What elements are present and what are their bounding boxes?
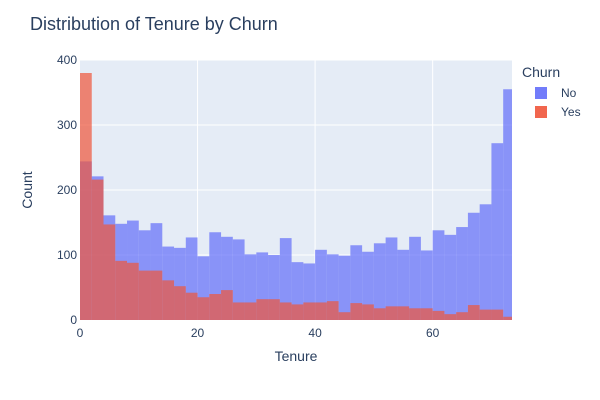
- bar-yes[interactable]: [138, 270, 151, 320]
- bar-yes[interactable]: [503, 316, 512, 320]
- bar-no[interactable]: [232, 239, 245, 320]
- bar-yes[interactable]: [373, 308, 386, 320]
- x-tick-label: 60: [426, 326, 440, 340]
- bar-yes[interactable]: [256, 299, 269, 320]
- legend-item-no[interactable]: No: [535, 86, 577, 100]
- bar-no[interactable]: [444, 234, 457, 320]
- bar-yes[interactable]: [115, 260, 128, 320]
- y-tick-label: 300: [57, 118, 77, 132]
- bar-no[interactable]: [315, 249, 327, 320]
- bar-no[interactable]: [373, 243, 386, 320]
- bar-yes[interactable]: [479, 309, 492, 320]
- bar-no[interactable]: [467, 212, 480, 320]
- bar-no[interactable]: [456, 227, 468, 320]
- bar-yes[interactable]: [127, 262, 139, 320]
- bar-yes[interactable]: [397, 306, 410, 320]
- y-tick-label: 400: [57, 53, 77, 67]
- bar-yes[interactable]: [232, 302, 245, 320]
- y-tick-label: 100: [57, 248, 77, 262]
- bar-no[interactable]: [397, 249, 410, 320]
- y-axis-title: Count: [19, 171, 35, 208]
- chart-title: Distribution of Tenure by Churn: [30, 14, 278, 34]
- bar-yes[interactable]: [103, 224, 116, 320]
- bar-yes[interactable]: [174, 286, 186, 320]
- bar-no[interactable]: [350, 245, 363, 320]
- bar-yes[interactable]: [303, 302, 316, 320]
- bar-yes[interactable]: [162, 280, 175, 320]
- bar-yes[interactable]: [350, 303, 363, 320]
- bar-yes[interactable]: [444, 314, 457, 320]
- bar-no[interactable]: [503, 89, 512, 320]
- bar-no[interactable]: [174, 247, 186, 320]
- bar-no[interactable]: [326, 254, 339, 320]
- bar-yes[interactable]: [291, 304, 304, 320]
- bar-yes[interactable]: [279, 302, 292, 320]
- bar-no[interactable]: [291, 262, 304, 320]
- bar-yes[interactable]: [409, 308, 421, 320]
- y-tick-label: 200: [57, 183, 77, 197]
- legend-item-yes[interactable]: Yes: [535, 105, 581, 119]
- bar-no[interactable]: [409, 236, 421, 320]
- legend[interactable]: Churn No Yes: [522, 64, 581, 119]
- bar-no[interactable]: [209, 232, 222, 320]
- y-tick-label: 0: [70, 313, 77, 327]
- bar-no[interactable]: [197, 256, 210, 320]
- legend-label: No: [561, 86, 577, 100]
- bar-no[interactable]: [185, 237, 198, 320]
- bar-no[interactable]: [221, 236, 233, 320]
- x-tick-label: 40: [308, 326, 322, 340]
- bar-yes[interactable]: [420, 308, 433, 320]
- bar-yes[interactable]: [467, 305, 480, 320]
- bar-yes[interactable]: [385, 306, 398, 320]
- bar-yes[interactable]: [315, 302, 327, 320]
- legend-title: Churn: [522, 64, 560, 80]
- bar-no[interactable]: [279, 238, 292, 320]
- bar-yes[interactable]: [244, 302, 257, 320]
- bar-no[interactable]: [268, 255, 280, 320]
- bar-yes[interactable]: [326, 301, 339, 320]
- bar-yes[interactable]: [150, 270, 163, 320]
- bar-yes[interactable]: [338, 312, 351, 320]
- x-axis-title: Tenure: [275, 348, 318, 364]
- bar-yes[interactable]: [432, 310, 445, 320]
- legend-label: Yes: [561, 105, 581, 119]
- bar-yes[interactable]: [491, 309, 504, 320]
- bar-yes[interactable]: [91, 179, 104, 320]
- bar-no[interactable]: [338, 255, 351, 320]
- bar-no[interactable]: [432, 230, 445, 320]
- bar-yes[interactable]: [209, 294, 222, 320]
- bar-yes[interactable]: [197, 297, 210, 320]
- x-tick-label: 0: [77, 326, 84, 340]
- legend-swatch: [535, 87, 547, 99]
- bar-no[interactable]: [420, 250, 433, 320]
- bar-yes[interactable]: [362, 304, 374, 320]
- bar-no[interactable]: [244, 254, 257, 320]
- bar-yes[interactable]: [456, 312, 468, 320]
- bar-no[interactable]: [303, 263, 316, 320]
- series-yes: [80, 73, 512, 320]
- x-tick-label: 20: [191, 326, 205, 340]
- bar-no[interactable]: [479, 204, 492, 320]
- bar-yes[interactable]: [185, 292, 198, 320]
- bar-yes[interactable]: [221, 290, 233, 320]
- bars: [80, 73, 512, 320]
- tick-labels: 0 100 200 300 400 0 20 40 60: [57, 53, 440, 340]
- legend-swatch: [535, 106, 547, 118]
- bar-no[interactable]: [491, 143, 504, 320]
- bar-yes[interactable]: [80, 73, 92, 320]
- bar-no[interactable]: [385, 237, 398, 320]
- bar-yes[interactable]: [268, 299, 280, 320]
- bar-no[interactable]: [362, 251, 374, 320]
- bar-no[interactable]: [256, 252, 269, 320]
